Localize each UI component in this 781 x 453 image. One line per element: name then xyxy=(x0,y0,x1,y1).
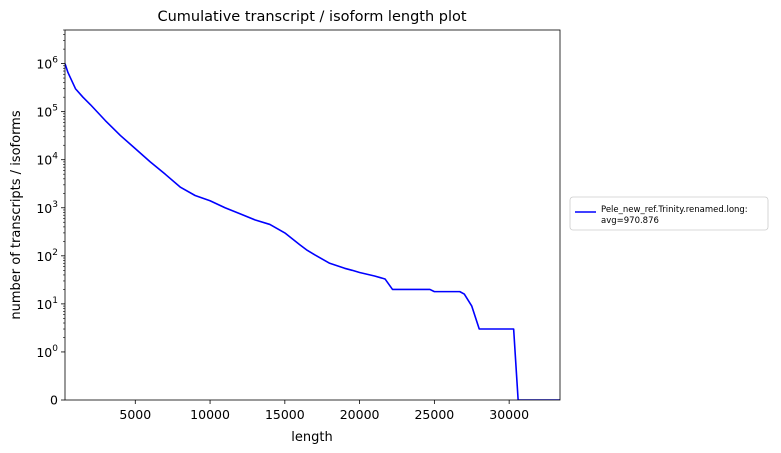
legend: Pele_new_ref.Trinity.renamed.long: avg=9… xyxy=(569,196,769,231)
y-axis-label: number of transcripts / isoforms xyxy=(9,110,24,319)
y-tick-label: 101 xyxy=(36,296,58,312)
x-tick-label: 15000 xyxy=(265,407,305,422)
y-tick-label: 106 xyxy=(36,56,58,72)
y-tick-label: 104 xyxy=(36,152,58,168)
series-layer xyxy=(65,63,560,400)
y-tick-label: 0 xyxy=(50,393,58,408)
x-tick-label: 20000 xyxy=(340,407,380,422)
y-tick-label: 100 xyxy=(36,344,58,360)
x-tick-label: 5000 xyxy=(119,407,151,422)
x-tick-label: 10000 xyxy=(190,407,230,422)
y-axis: 106 105 104 103 102 101 100 0 xyxy=(36,29,65,408)
x-axis-label: length xyxy=(291,430,332,445)
x-tick-label: 30000 xyxy=(489,407,529,422)
legend-box xyxy=(569,196,769,231)
plot-area xyxy=(64,29,561,401)
series-line-0 xyxy=(65,63,560,400)
x-axis: 5000 10000 15000 20000 25000 30000 xyxy=(119,400,529,422)
plot-area-background xyxy=(65,30,560,400)
y-tick-label: 103 xyxy=(36,200,58,216)
y-tick-label: 105 xyxy=(36,104,58,120)
y-tick-label: 102 xyxy=(36,248,58,264)
chart-title: Cumulative transcript / isoform length p… xyxy=(157,9,466,25)
x-tick-label: 25000 xyxy=(414,407,454,422)
legend-entry-line1: Pele_new_ref.Trinity.renamed.long: xyxy=(601,205,748,215)
legend-entry-line2: avg=970.876 xyxy=(601,216,659,226)
